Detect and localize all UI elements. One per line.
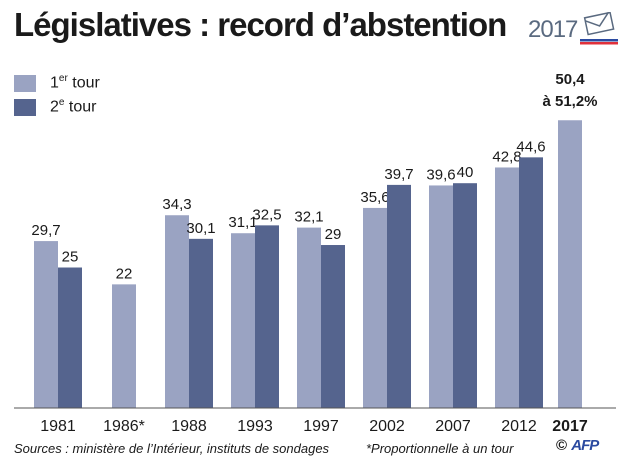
afp-logo: AFP bbox=[571, 437, 599, 454]
label-second-round-2012: 44,6 bbox=[516, 138, 545, 155]
badge-year: 2017 bbox=[528, 16, 578, 43]
label-first-round-1986: 22 bbox=[116, 265, 133, 282]
bar-first-round-2017 bbox=[558, 120, 582, 409]
bar-second-round-1981 bbox=[58, 267, 82, 408]
bar-first-round-2007 bbox=[429, 185, 453, 408]
chart-title: Législatives : record d’abstention bbox=[14, 6, 507, 43]
label-second-round-2007: 40 bbox=[457, 164, 474, 181]
x-tick-label-1986: 1986* bbox=[103, 418, 145, 435]
label-second-round-1997: 29 bbox=[325, 226, 342, 243]
legend: 1er tour 2e tour bbox=[14, 72, 100, 120]
label-first-round-1993: 31,1 bbox=[228, 214, 257, 231]
x-tick-label-1997: 1997 bbox=[303, 418, 339, 435]
source-note: Sources : ministère de l’Intérieur, inst… bbox=[14, 441, 330, 456]
bar-second-round-2007 bbox=[453, 183, 477, 408]
label-first-round-2007: 39,6 bbox=[426, 166, 455, 183]
label-second-round-1988: 30,1 bbox=[186, 220, 215, 237]
bar-first-round-1997 bbox=[297, 227, 321, 408]
legend-label-second-round: 2e tour bbox=[50, 97, 97, 116]
bar-first-round-2012 bbox=[495, 167, 519, 408]
bar-second-round-1988 bbox=[189, 238, 213, 408]
bar-first-round-1988 bbox=[165, 215, 189, 408]
label-first-round-1997: 32,1 bbox=[294, 209, 323, 226]
legend-item-second-round: 2e tour bbox=[14, 96, 100, 118]
label-first-round-2012: 42,8 bbox=[492, 148, 521, 165]
label-second-round-1981: 25 bbox=[62, 249, 79, 266]
bar-second-round-2012 bbox=[519, 157, 543, 408]
footnote-proportional: *Proportionnelle à un tour bbox=[366, 441, 514, 456]
ballot-envelope-icon bbox=[580, 12, 618, 45]
x-tick-label-1993: 1993 bbox=[237, 418, 273, 435]
x-tick-label-1981: 1981 bbox=[40, 418, 76, 435]
bar-second-round-1993 bbox=[255, 225, 279, 408]
legend-item-first-round: 1er tour bbox=[14, 72, 100, 94]
label-first-round-1988: 34,3 bbox=[162, 196, 191, 213]
bar-first-round-1986 bbox=[112, 284, 136, 408]
bar-first-round-1993 bbox=[231, 233, 255, 408]
bar-second-round-1997 bbox=[321, 245, 345, 408]
legend-swatch-second-round bbox=[14, 98, 36, 116]
x-tick-label-2002: 2002 bbox=[369, 418, 405, 435]
copyright-symbol: © bbox=[556, 437, 568, 454]
x-tick-label-2007: 2007 bbox=[435, 418, 471, 435]
label-second-round-2002: 39,7 bbox=[384, 166, 413, 183]
bar-first-round-2002 bbox=[363, 207, 387, 408]
legend-label-first-round: 1er tour bbox=[50, 73, 100, 92]
election-2017-badge: 2017 bbox=[528, 12, 620, 52]
x-tick-label-2012: 2012 bbox=[501, 418, 537, 435]
label-first-round-1981: 29,7 bbox=[31, 222, 60, 239]
afp-credit: © AFP bbox=[556, 437, 599, 454]
label-first-round-2002: 35,6 bbox=[360, 189, 389, 206]
x-tick-label-2017: 2017 bbox=[552, 418, 588, 435]
x-tick-label-1988: 1988 bbox=[171, 418, 207, 435]
legend-swatch-first-round bbox=[14, 74, 36, 92]
label-2017-range-line1: 50,4 bbox=[555, 71, 585, 88]
label-2017-range-line2: à 51,2% bbox=[542, 93, 597, 110]
bar-second-round-2002 bbox=[387, 184, 411, 408]
bar-first-round-1981 bbox=[34, 241, 58, 408]
label-second-round-1993: 32,5 bbox=[252, 206, 281, 223]
